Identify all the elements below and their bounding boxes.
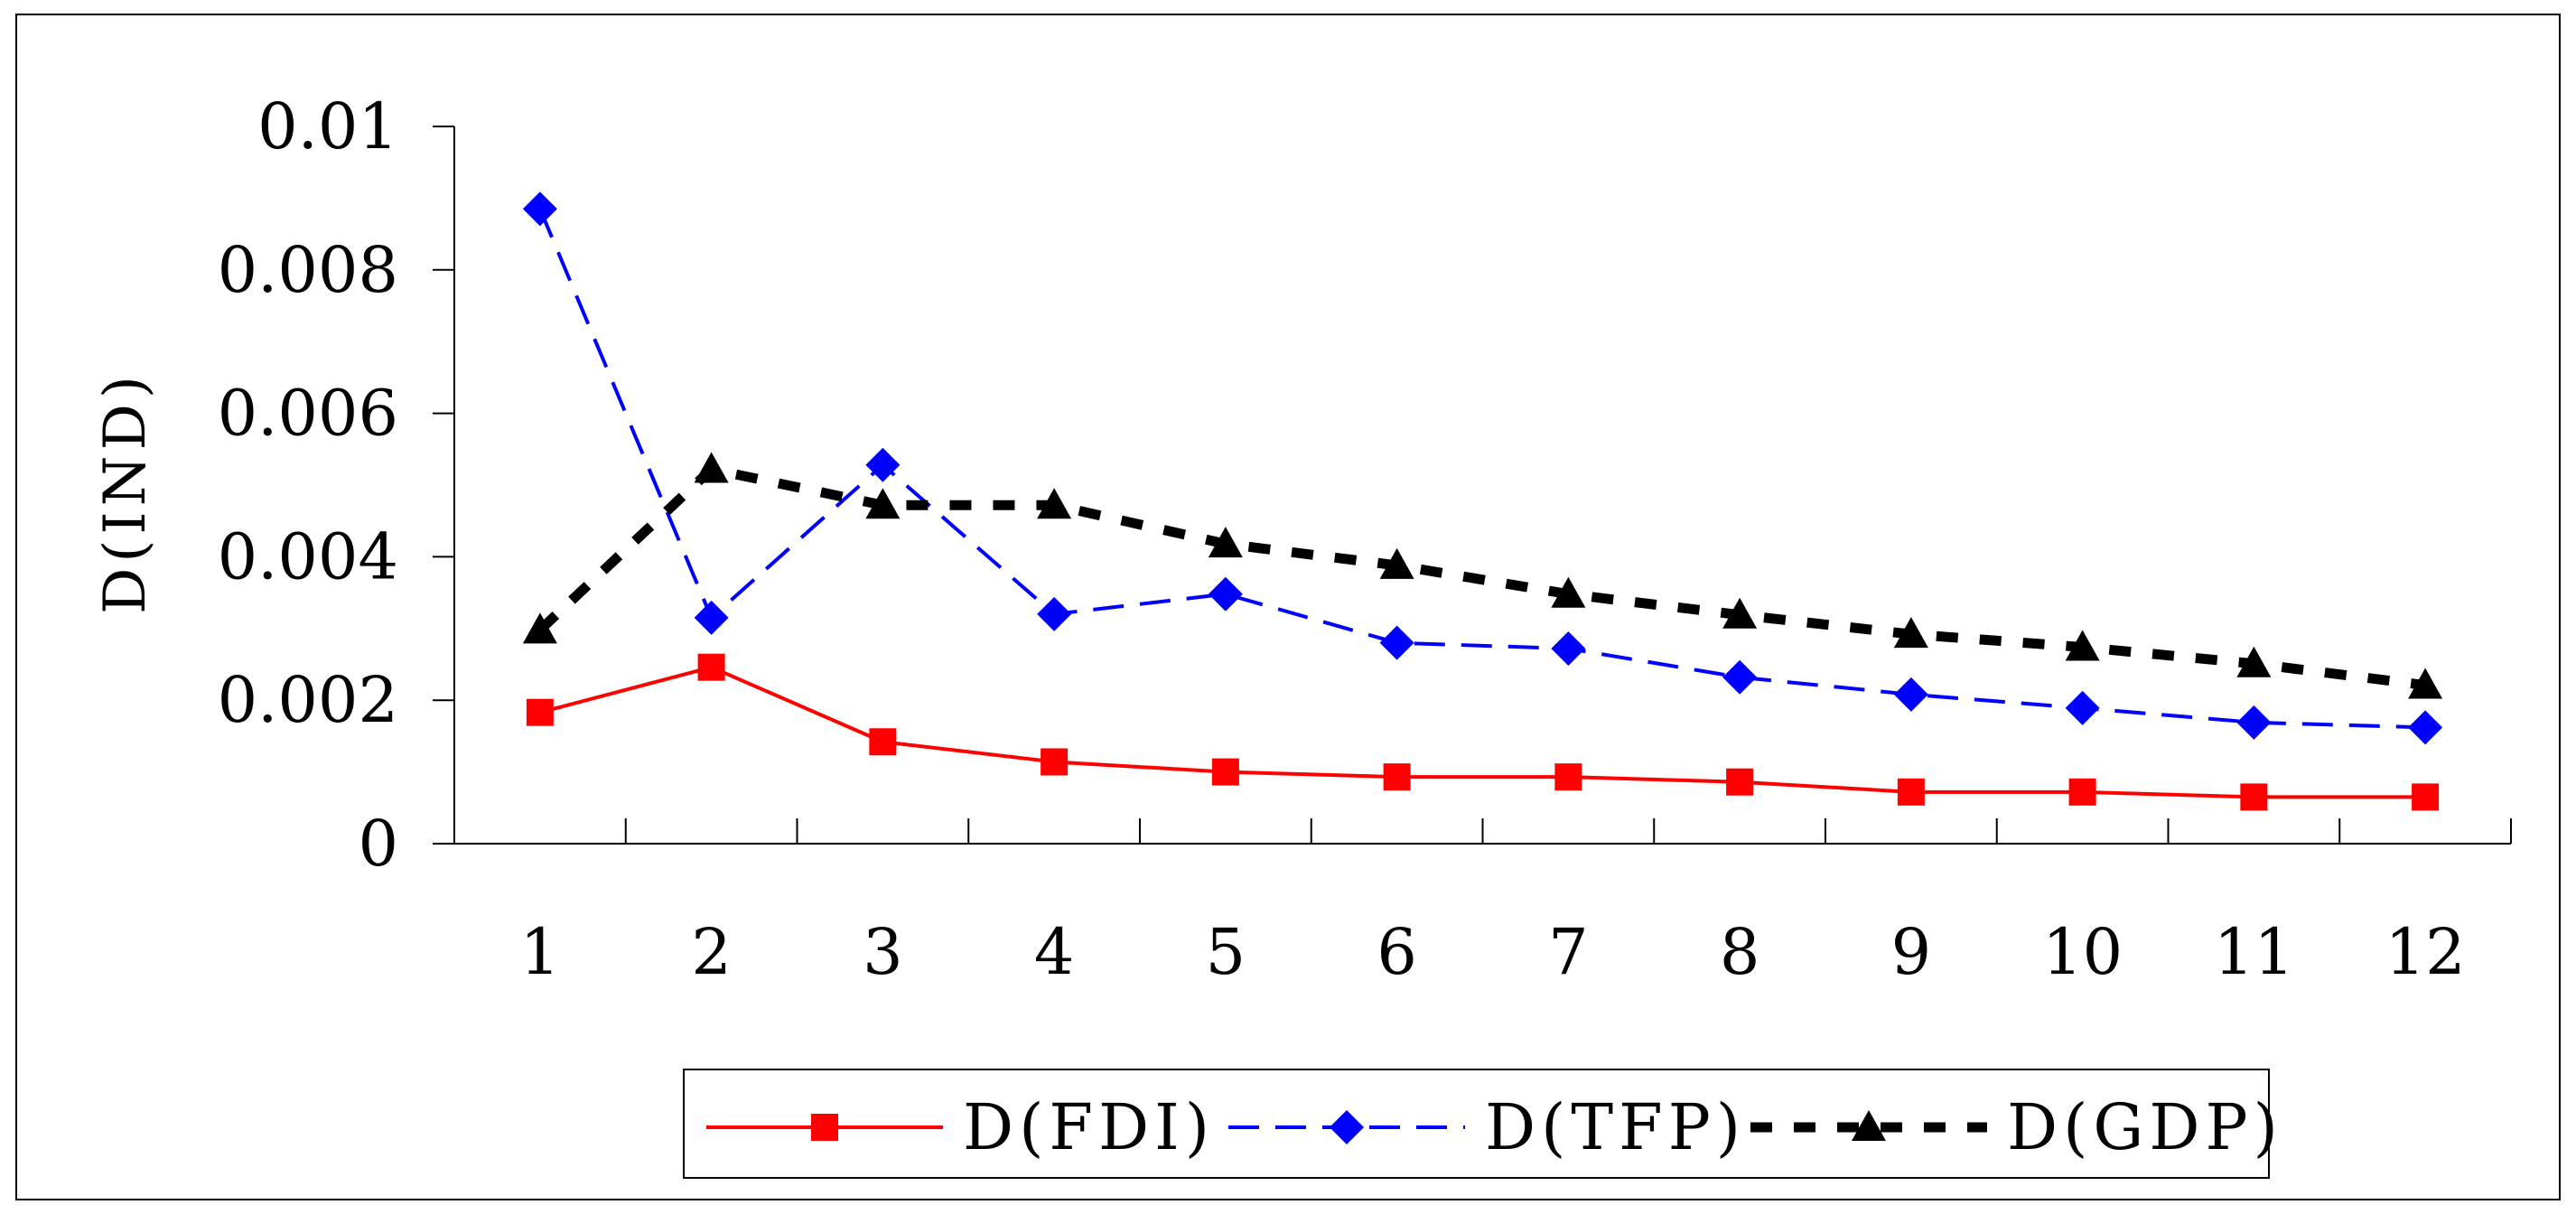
data-point [697,653,725,681]
x-tick-label: 3 [863,915,903,989]
legend-item: D(FDI) [706,1090,1215,1164]
data-point [694,452,729,483]
data-point [2236,646,2272,677]
data-point [522,191,557,227]
data-point [2240,783,2268,811]
data-point [1893,617,1928,649]
data-point [2065,690,2100,725]
data-point [1551,576,1586,608]
data-point [694,600,729,635]
series-line [539,665,2426,799]
data-point [865,488,901,519]
x-tick-label: 1 [520,915,561,989]
legend-marker [1330,1110,1364,1144]
y-tick-label: 0.002 [218,663,398,737]
data-point [1897,778,1925,806]
data-point [1379,547,1414,579]
data-point [1554,763,1582,791]
data-point [2408,710,2443,745]
data-point [865,447,901,482]
data-point [1211,758,1239,786]
chart-frame [15,14,2561,1200]
y-tick-label: 0 [358,807,398,881]
legend-item: D(GDP) [1750,1090,2283,1164]
data-point [1208,576,1243,612]
legend-label: D(GDP) [2007,1090,2283,1164]
data-point [522,612,557,644]
data-point [1726,768,1754,796]
series-d-tfp [522,191,2443,745]
data-point [1041,748,1069,776]
x-tick-label: 5 [1206,915,1246,989]
x-tick-label: 9 [1891,915,1932,989]
series-layer [522,191,2443,811]
series-line [538,208,2426,730]
legend: D(FDI) D(TFP) D(GDP) [683,1069,2283,1179]
x-tick-label: 2 [691,915,732,989]
y-axis-title: D(IND) [92,370,159,614]
x-tick-label: 10 [2042,915,2123,989]
y-tick-label: 0.008 [218,233,398,307]
legend-items: D(FDI) D(TFP) D(GDP) [706,1090,2283,1164]
x-ticks: 1 2 3 4 5 6 7 8 9 10 11 12 [520,818,2512,989]
legend-label: D(TFP) [1485,1090,1746,1164]
x-tick-label: 6 [1377,915,1417,989]
y-ticks: 0 0.002 0.004 0.006 0.008 0.01 [218,89,454,881]
data-point [1037,488,1072,519]
y-tick-label: 0.006 [218,377,398,451]
x-tick-label: 4 [1034,915,1075,989]
legend-marker [1852,1110,1886,1141]
data-point [1379,625,1414,660]
data-point [2065,630,2100,661]
data-point [1037,596,1072,631]
series-line [537,464,2426,690]
legend-label: D(FDI) [963,1090,1215,1164]
legend-item: D(TFP) [1228,1090,1746,1164]
legend-marker [811,1114,838,1141]
data-point [2408,668,2443,699]
y-tick-label: 0.01 [257,89,398,163]
data-point [869,728,897,756]
x-tick-label: 7 [1548,915,1589,989]
data-point [1722,659,1758,695]
legend-box [683,1069,2270,1179]
y-tick-label: 0.004 [218,519,398,593]
data-point [1722,597,1758,629]
data-point [526,698,554,726]
x-tick-label: 12 [2385,915,2466,989]
series-d-gdp [522,452,2443,699]
data-point [1551,631,1586,667]
data-point [1208,527,1243,558]
data-point [2236,705,2272,740]
data-point [1383,763,1411,791]
series-d-fdi [526,653,2440,811]
data-point [2068,778,2096,806]
data-point [1893,677,1928,712]
x-tick-label: 11 [2214,915,2294,989]
data-point [2412,783,2440,811]
x-tick-label: 8 [1720,915,1760,989]
